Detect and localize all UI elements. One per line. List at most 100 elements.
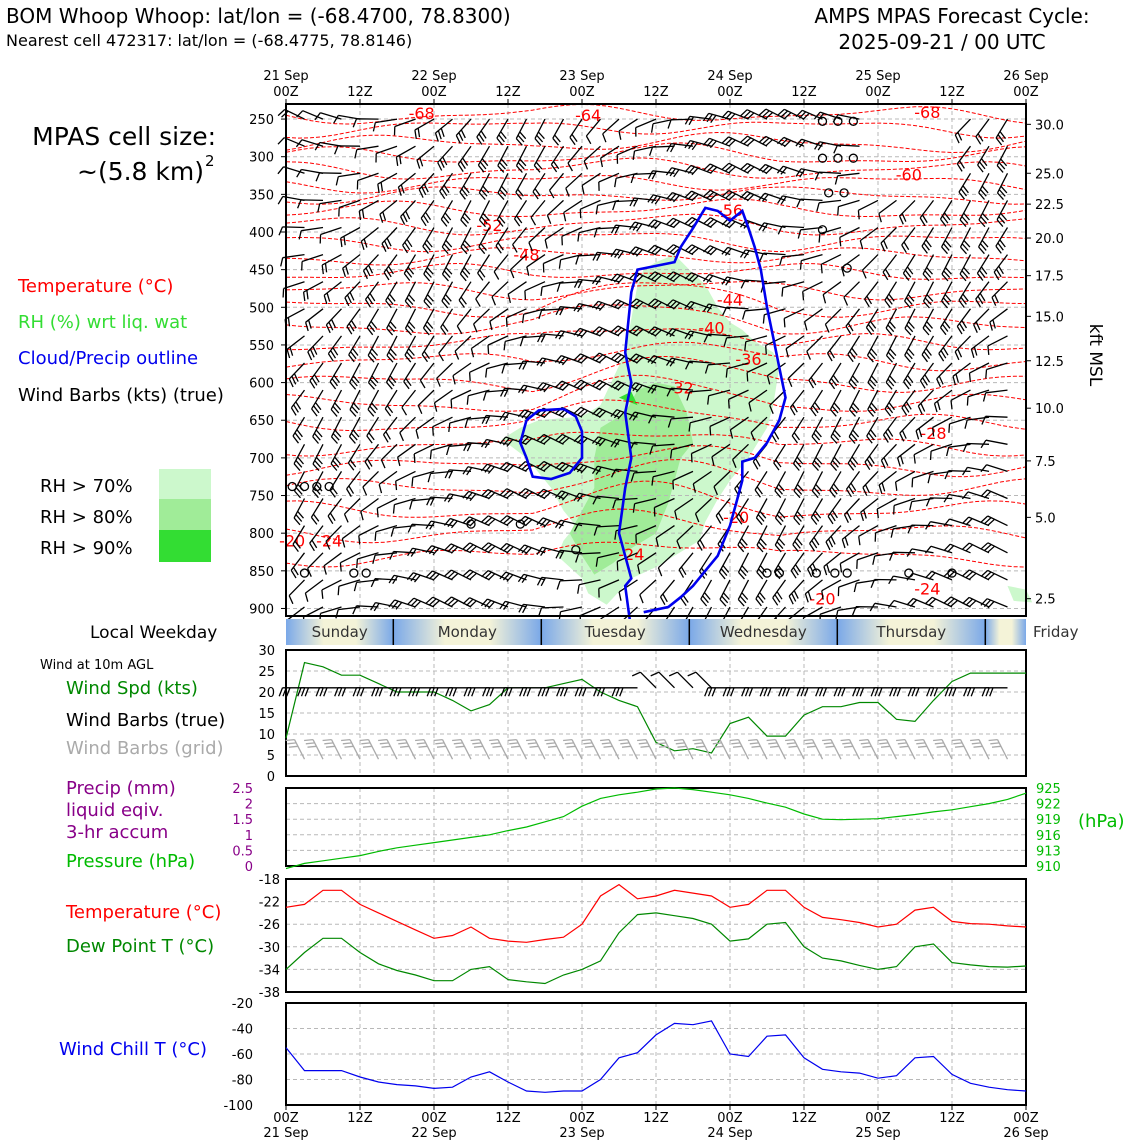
wind-barb — [795, 138, 823, 148]
wind-barb — [666, 299, 694, 310]
wind-barb — [833, 144, 860, 154]
wind-barb — [864, 281, 879, 308]
wind-barb — [929, 443, 953, 461]
wind-barb — [704, 362, 731, 374]
wind-barb — [499, 436, 527, 447]
calm-circle — [762, 568, 772, 578]
wind-barb — [344, 281, 361, 307]
wind-barb — [315, 172, 342, 182]
wind-barb — [575, 253, 601, 265]
wind-barb — [312, 416, 324, 444]
wind-barb — [380, 443, 398, 469]
wind-barb — [827, 498, 842, 525]
wind-barb — [799, 253, 823, 270]
wind-barb — [518, 515, 546, 527]
wind-barb — [919, 200, 935, 226]
wind-barb — [785, 335, 805, 358]
pressure-tick-label: 925 — [1036, 782, 1061, 797]
temperature-contour — [285, 232, 1027, 253]
wind-barb — [610, 380, 638, 391]
wind-barb — [630, 172, 657, 184]
wind-barb — [481, 570, 509, 581]
wind-barb — [843, 281, 860, 306]
wind-barb — [901, 389, 916, 416]
bottom-date-label: 25 Sep — [855, 1126, 900, 1140]
wind-barb — [783, 308, 805, 328]
wind-speed-label: Wind Spd (kts) — [66, 678, 198, 699]
wind-barb — [573, 406, 601, 418]
wind-barb — [721, 246, 749, 256]
wind-barb — [725, 362, 749, 378]
calm-circle — [848, 153, 858, 163]
wind-barb — [715, 498, 731, 524]
wind-barb — [880, 443, 897, 469]
wind-barb — [847, 335, 861, 363]
pressure-tick-label: 750 — [249, 490, 274, 505]
temperature-contour — [285, 341, 1027, 372]
legend-barbs: Wind Barbs (kts) (true) — [18, 385, 224, 406]
wind-barb — [841, 525, 860, 549]
wind-barb — [444, 469, 472, 479]
wind-barb — [811, 471, 824, 499]
pressure-tick-label: 450 — [249, 264, 274, 279]
wind-barb — [536, 382, 564, 393]
temperature-contour — [285, 355, 1026, 393]
temp-tick-label: -34 — [259, 963, 280, 978]
wind-barb — [828, 362, 842, 390]
top-time-label: 00Z — [1013, 85, 1039, 100]
wind-barb — [959, 200, 972, 228]
wind-barb — [853, 579, 879, 593]
wind-barb — [811, 416, 824, 444]
wind-barb — [286, 335, 305, 359]
wind-barb — [544, 738, 565, 760]
wind-barb — [676, 525, 694, 550]
wind-barb — [970, 335, 990, 358]
wind-barb — [358, 199, 379, 221]
wind-barb — [515, 145, 528, 173]
wind-barb — [632, 145, 657, 160]
wind-barb — [610, 468, 638, 478]
wind-barb — [386, 335, 398, 363]
wind-barb — [503, 335, 527, 351]
wind-barb — [415, 416, 435, 439]
calm-circle — [842, 568, 852, 578]
wind-barb — [433, 738, 454, 760]
wind-barb — [309, 525, 324, 552]
wind-barb — [894, 470, 916, 491]
wind-barb — [610, 409, 638, 420]
nearest-cell-text: Nearest cell 472317: lat/lon = (-68.4775… — [6, 31, 412, 50]
wind-barb — [477, 254, 491, 281]
pressure-tick-label: 300 — [249, 151, 274, 166]
wind-barb — [290, 552, 306, 579]
wind-barb — [866, 335, 879, 363]
wind-barb — [346, 471, 361, 497]
wind-barb — [684, 244, 712, 256]
wind-barb — [888, 575, 916, 585]
wind-barb — [628, 382, 657, 393]
wind-barb — [628, 221, 657, 232]
wind-barb — [713, 470, 731, 496]
wind-barb — [518, 461, 546, 472]
wind-barb — [970, 738, 990, 760]
windchill-tick-label: -80 — [232, 1074, 253, 1089]
wind-barb — [362, 254, 379, 280]
wind-barb — [296, 110, 324, 120]
wind-barb — [417, 389, 435, 415]
wind-barb — [925, 570, 953, 581]
wind-barb — [700, 579, 713, 607]
wind-barb — [852, 687, 878, 697]
wind-barb — [729, 416, 749, 439]
wind-barbs-grid-label: Wind Barbs (grid) — [66, 738, 224, 759]
wind-barb — [573, 327, 601, 339]
wind-barb — [354, 145, 379, 159]
height-tick-label: 12.5 — [1035, 355, 1064, 370]
wind-barb — [806, 335, 823, 360]
top-time-label: 00Z — [273, 85, 299, 100]
wind-barb — [904, 308, 916, 336]
wind-barb — [674, 497, 694, 520]
wind-barb — [536, 576, 564, 587]
wind-barb — [759, 687, 786, 697]
calm-circle — [824, 188, 834, 198]
wind-barb — [907, 524, 934, 534]
wind-barb — [954, 335, 971, 361]
